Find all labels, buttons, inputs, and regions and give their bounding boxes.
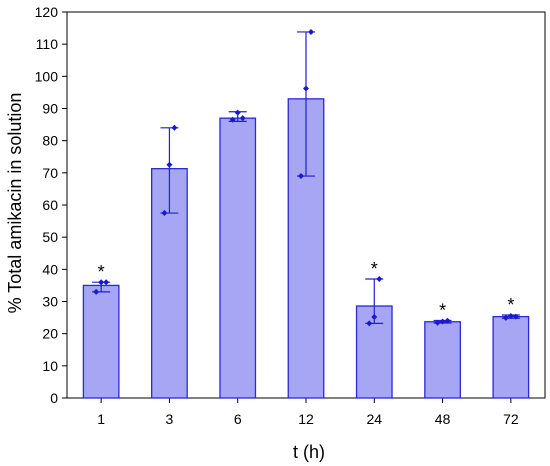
x-tick-labels: 1 3 6 12 24 48 72 (97, 411, 519, 427)
x-tick-label: 48 (435, 411, 451, 427)
bar (82, 284, 120, 399)
y-tick-label: 10 (42, 358, 58, 374)
y-tick-label: 60 (42, 197, 58, 213)
y-tick-label: 80 (42, 133, 58, 149)
replicate-point (439, 318, 446, 325)
replicate-point (308, 28, 314, 35)
significance-star: * (371, 259, 378, 279)
y-tick-labels: 0 10 20 30 40 50 60 70 80 90 100 110 120 (35, 4, 59, 406)
replicate-point (234, 109, 241, 116)
y-tick-label: 70 (42, 165, 58, 181)
y-tick-label: 20 (42, 326, 58, 342)
replicate-point (303, 85, 309, 92)
replicate-point (166, 161, 173, 168)
y-tick-label: 100 (35, 68, 59, 84)
replicate-point (434, 319, 441, 326)
x-axis-label: t (h) (293, 442, 325, 462)
significance-star: * (98, 262, 105, 282)
significance-star: * (439, 300, 446, 320)
replicate-point (512, 313, 519, 320)
replicate-point (298, 173, 304, 180)
replicate-point (502, 314, 509, 321)
replicate-points-layer (93, 28, 519, 327)
bars-layer (82, 98, 530, 399)
replicate-point (161, 210, 168, 217)
x-tick-label: 72 (503, 411, 519, 427)
y-axis-label: % Total amikacin in solution (5, 93, 25, 314)
significance-markers-layer: * * * * (98, 259, 515, 320)
replicate-point (98, 279, 105, 286)
replicate-point (93, 288, 100, 295)
y-tick-label: 0 (50, 390, 58, 406)
replicate-point (444, 317, 451, 324)
replicate-point (229, 116, 236, 123)
bar (492, 315, 530, 399)
x-tick-label: 1 (97, 411, 105, 427)
replicate-point (371, 313, 378, 320)
replicate-point (171, 124, 178, 131)
replicate-point (376, 275, 383, 282)
significance-star: * (507, 295, 514, 315)
replicate-point (507, 312, 514, 319)
y-tick-label: 110 (36, 36, 59, 52)
replicate-point (103, 279, 110, 286)
bar (424, 321, 461, 399)
replicate-point (239, 115, 246, 122)
y-tick-label: 120 (35, 4, 59, 20)
y-tick-label: 90 (42, 101, 58, 117)
bar (219, 117, 257, 399)
x-tick-label: 24 (366, 411, 382, 427)
x-tick-label: 3 (166, 411, 174, 427)
x-tick-label: 6 (234, 411, 242, 427)
replicate-point (366, 320, 373, 327)
y-tick-label: 30 (42, 294, 58, 310)
y-tick-label: 40 (42, 261, 58, 277)
x-tick-label: 12 (298, 411, 314, 427)
y-tick-label: 50 (42, 229, 58, 245)
